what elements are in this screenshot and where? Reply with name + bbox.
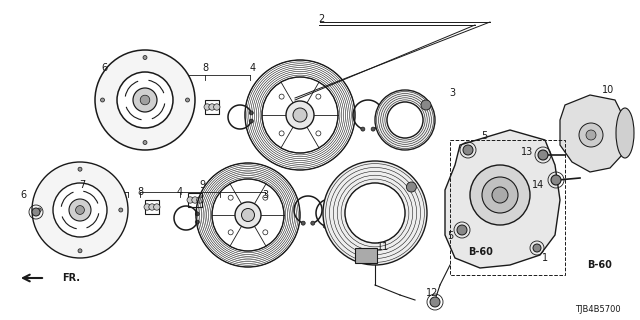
Circle shape	[133, 88, 157, 112]
Circle shape	[228, 230, 233, 235]
Text: 12: 12	[426, 288, 438, 298]
Text: 3: 3	[262, 190, 268, 200]
Text: 5: 5	[481, 131, 487, 141]
Circle shape	[586, 130, 596, 140]
Circle shape	[119, 208, 123, 212]
Circle shape	[143, 140, 147, 145]
Polygon shape	[445, 130, 560, 268]
Circle shape	[140, 95, 150, 105]
Polygon shape	[560, 95, 625, 172]
Circle shape	[214, 104, 220, 110]
Circle shape	[293, 108, 307, 122]
Text: 3: 3	[449, 88, 455, 98]
Text: 11: 11	[377, 242, 389, 252]
Circle shape	[263, 230, 268, 235]
Circle shape	[482, 177, 518, 213]
Text: 10: 10	[602, 85, 614, 95]
Circle shape	[470, 165, 530, 225]
Circle shape	[345, 183, 405, 243]
Circle shape	[78, 249, 82, 253]
Text: 1: 1	[542, 253, 548, 263]
Circle shape	[406, 182, 417, 192]
Circle shape	[316, 94, 321, 99]
Circle shape	[95, 50, 195, 150]
Circle shape	[421, 100, 431, 110]
Text: 6: 6	[20, 190, 26, 200]
Circle shape	[149, 204, 155, 210]
Circle shape	[187, 197, 193, 203]
Bar	[145, 200, 159, 214]
Text: 5: 5	[447, 231, 453, 241]
Circle shape	[241, 209, 255, 221]
Circle shape	[463, 145, 473, 155]
Circle shape	[117, 72, 173, 128]
Circle shape	[387, 102, 423, 138]
Circle shape	[196, 197, 203, 203]
Circle shape	[538, 150, 548, 160]
Circle shape	[430, 297, 440, 307]
Text: 7: 7	[79, 180, 85, 190]
Circle shape	[228, 195, 233, 200]
Text: 8: 8	[137, 187, 143, 197]
Circle shape	[492, 187, 508, 203]
Circle shape	[533, 244, 541, 252]
Circle shape	[249, 111, 253, 115]
Text: B-60: B-60	[588, 260, 612, 270]
Text: TJB4B5700: TJB4B5700	[575, 306, 621, 315]
Circle shape	[323, 161, 427, 265]
Circle shape	[143, 55, 147, 60]
Circle shape	[311, 221, 315, 225]
Ellipse shape	[616, 108, 634, 158]
Circle shape	[371, 127, 375, 131]
Text: B-60: B-60	[468, 247, 493, 257]
Text: 8: 8	[202, 63, 208, 73]
Circle shape	[333, 224, 337, 228]
Circle shape	[186, 98, 189, 102]
Text: 14: 14	[532, 180, 544, 190]
Bar	[355, 248, 377, 263]
Circle shape	[361, 127, 365, 131]
Text: 4: 4	[250, 63, 256, 73]
Circle shape	[579, 123, 603, 147]
Bar	[450, 140, 565, 275]
Text: FR.: FR.	[62, 273, 80, 283]
Circle shape	[78, 167, 82, 171]
Circle shape	[316, 131, 321, 136]
Circle shape	[301, 221, 305, 225]
Circle shape	[154, 204, 160, 210]
Circle shape	[457, 225, 467, 235]
Text: 2: 2	[318, 14, 324, 24]
Circle shape	[323, 224, 327, 228]
Circle shape	[100, 98, 104, 102]
Circle shape	[32, 162, 128, 258]
Text: 6: 6	[101, 63, 107, 73]
Circle shape	[279, 131, 284, 136]
Circle shape	[144, 204, 150, 210]
Circle shape	[375, 90, 435, 150]
Circle shape	[209, 104, 215, 110]
Text: 13: 13	[521, 147, 533, 157]
Circle shape	[263, 195, 268, 200]
Circle shape	[249, 119, 253, 123]
Circle shape	[195, 220, 199, 224]
Bar	[205, 100, 219, 114]
Bar	[188, 193, 202, 207]
Circle shape	[204, 104, 211, 110]
Circle shape	[76, 206, 84, 214]
Circle shape	[235, 202, 261, 228]
Text: 4: 4	[177, 187, 183, 197]
Text: 9: 9	[199, 180, 205, 190]
Circle shape	[279, 94, 284, 99]
Circle shape	[69, 199, 91, 221]
Circle shape	[53, 183, 107, 237]
Circle shape	[32, 208, 40, 216]
Circle shape	[195, 212, 199, 216]
Circle shape	[286, 101, 314, 129]
Circle shape	[192, 197, 198, 203]
Circle shape	[551, 175, 561, 185]
Circle shape	[37, 208, 41, 212]
